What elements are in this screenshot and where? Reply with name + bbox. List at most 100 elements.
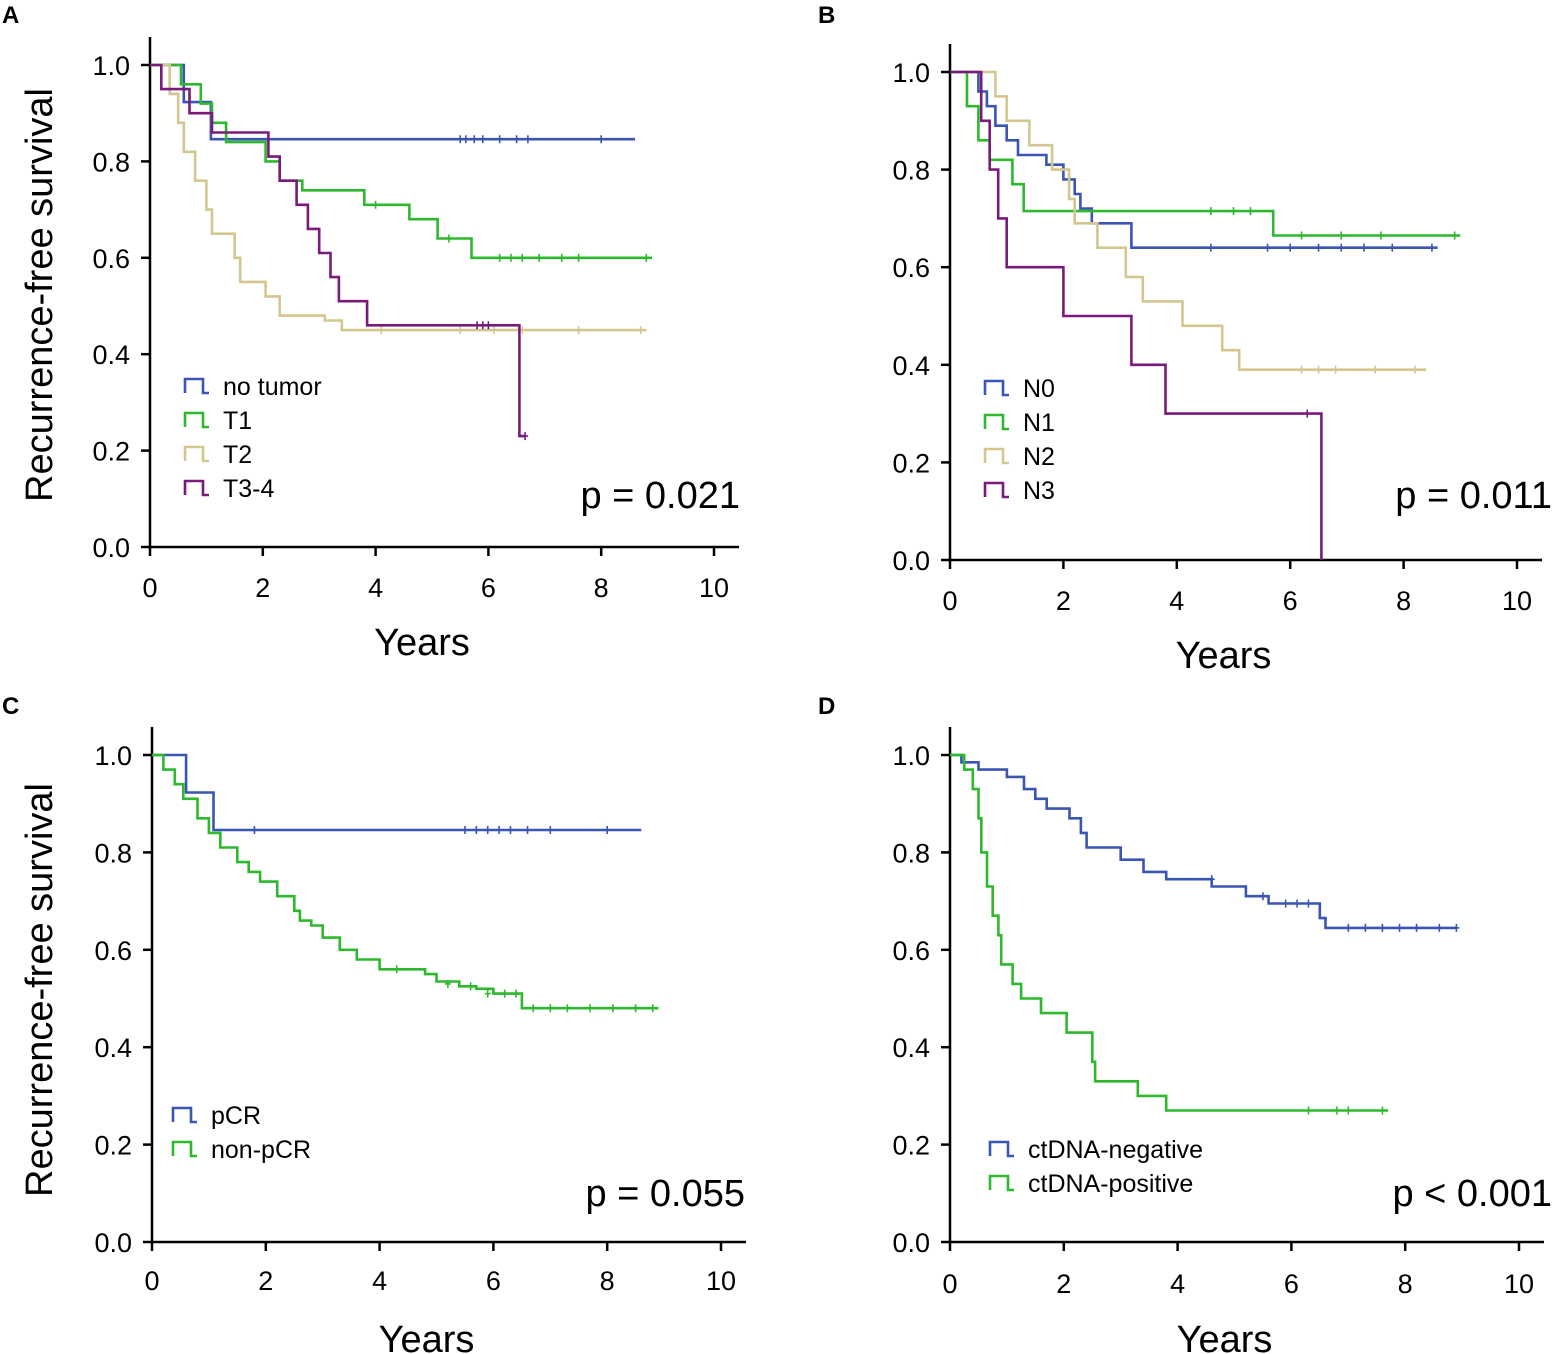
x-tick-label: 4 — [1169, 586, 1184, 616]
panel-letter: B — [818, 2, 835, 29]
km-curve-pcr — [152, 753, 642, 832]
x-axis-title: Years — [1176, 635, 1272, 677]
km-curve-n0 — [950, 70, 1438, 249]
y-tick-label: 0.8 — [892, 156, 930, 186]
y-tick-label: 0.2 — [892, 448, 930, 478]
y-axis-title: Recurrence-free survival — [19, 88, 61, 502]
y-tick-label: 0.0 — [92, 533, 130, 563]
y-axis-title: Recurrence-free survival — [19, 783, 61, 1197]
x-tick-label: 4 — [368, 573, 383, 603]
y-tick-label: 0.4 — [892, 351, 930, 381]
legend-label: T1 — [223, 407, 252, 435]
y-tick-label: 0.6 — [94, 936, 132, 966]
legend-label: pCR — [211, 1102, 261, 1130]
panel-c: C 0.0 0.2 0.4 0.6 0.8 1.0 0 2 4 6 8 10 Years Recurrenc… — [2, 693, 746, 1354]
x-tick-label: 8 — [1398, 1269, 1413, 1299]
legend-label: non-pCR — [211, 1136, 311, 1164]
y-tick-label: 1.0 — [94, 741, 132, 771]
legend-label: T2 — [223, 441, 252, 469]
y-tick-label: 1.0 — [92, 51, 130, 81]
x-tick-label: 2 — [1056, 1269, 1071, 1299]
x-tick-label: 6 — [481, 573, 496, 603]
km-curve-t1 — [150, 63, 652, 260]
p-value: p = 0.021 — [580, 475, 740, 517]
y-tick-label: 0.6 — [892, 936, 930, 966]
x-tick-label: 10 — [1502, 586, 1532, 616]
x-tick-label: 0 — [942, 586, 957, 616]
x-tick-label: 8 — [1396, 586, 1411, 616]
y-tick-label: 0.8 — [94, 838, 132, 868]
legend-swatch — [983, 379, 1009, 397]
legend-label: T3-4 — [223, 475, 275, 503]
y-tick-label: 0.2 — [94, 1131, 132, 1161]
legend-swatch — [983, 481, 1009, 499]
legend-label: N2 — [1023, 443, 1055, 471]
x-tick-label: 4 — [372, 1266, 387, 1296]
y-tick-label: 1.0 — [892, 741, 930, 771]
y-tick-label: 0.8 — [92, 147, 130, 177]
km-curve-no-tumor — [150, 63, 635, 141]
km-curve-non-pcr — [152, 753, 659, 1010]
legend-swatch — [183, 411, 209, 429]
panel-b: B 0.0 0.2 0.4 0.6 0.8 1.0 0 2 4 6 8 10 Years N0 N1 N2 N3 p… — [818, 2, 1552, 677]
p-value: p < 0.001 — [1392, 1173, 1552, 1215]
x-tick-label: 10 — [706, 1266, 736, 1296]
y-tick-label: 0.6 — [892, 253, 930, 283]
km-curve-n2 — [950, 70, 1427, 371]
x-tick-label: 0 — [142, 573, 157, 603]
panel-letter: D — [818, 693, 835, 720]
y-tick-label: 0.6 — [92, 244, 130, 274]
legend-label: no tumor — [223, 373, 322, 401]
x-tick-label: 6 — [1284, 1269, 1299, 1299]
x-tick-label: 2 — [1056, 586, 1071, 616]
y-tick-label: 0.4 — [892, 1033, 930, 1063]
legend-swatch — [171, 1106, 197, 1124]
km-curve-t3-4 — [150, 63, 526, 438]
y-tick-label: 0.8 — [892, 838, 930, 868]
x-tick-label: 8 — [600, 1266, 615, 1296]
y-tick-label: 0.2 — [92, 437, 130, 467]
legend-swatch — [983, 447, 1009, 465]
legend-label: ctDNA-positive — [1028, 1170, 1193, 1198]
x-tick-label: 0 — [144, 1266, 159, 1296]
legend-label: N1 — [1023, 409, 1055, 437]
km-curve-n3 — [950, 70, 1323, 560]
legend-swatch — [988, 1174, 1014, 1192]
km-curve-ctdna-negative — [950, 753, 1457, 930]
x-axis-title: Years — [379, 1319, 475, 1354]
panel-letter: A — [2, 2, 19, 29]
legend-swatch — [183, 377, 209, 395]
legend-label: N0 — [1023, 375, 1055, 403]
panel-letter: C — [2, 693, 19, 720]
legend-swatch — [988, 1140, 1014, 1158]
x-tick-label: 6 — [1283, 586, 1298, 616]
y-tick-label: 1.0 — [892, 58, 930, 88]
x-axis-title: Years — [374, 622, 470, 664]
panel-a: A 0.0 0.2 0.4 0.6 0.8 1.0 0 2 4 6 8 10 Years Recurrenc… — [2, 2, 740, 664]
legend-label: N3 — [1023, 477, 1055, 505]
panel-d: D 0.0 0.2 0.4 0.6 0.8 1.0 0 2 4 6 8 10 Years ctDNA-neg… — [818, 693, 1552, 1354]
x-tick-label: 10 — [1504, 1269, 1534, 1299]
x-tick-label: 4 — [1170, 1269, 1185, 1299]
x-tick-label: 6 — [486, 1266, 501, 1296]
x-axis-title: Years — [1177, 1319, 1273, 1354]
x-tick-label: 2 — [255, 573, 270, 603]
legend-label: ctDNA-negative — [1028, 1136, 1203, 1164]
km-curve-ctdna-positive — [950, 753, 1389, 1112]
p-value: p = 0.055 — [585, 1173, 745, 1215]
x-tick-label: 0 — [942, 1269, 957, 1299]
y-tick-label: 0.4 — [94, 1033, 132, 1063]
x-tick-label: 8 — [594, 573, 609, 603]
p-value: p = 0.011 — [1395, 475, 1552, 517]
legend-swatch — [183, 445, 209, 463]
legend-swatch — [171, 1140, 197, 1158]
y-tick-label: 0.0 — [892, 1228, 930, 1258]
km-curve-t2 — [150, 63, 647, 332]
legend-swatch — [983, 413, 1009, 431]
y-tick-label: 0.2 — [892, 1131, 930, 1161]
legend-swatch — [183, 479, 209, 497]
y-tick-label: 0.0 — [94, 1228, 132, 1258]
y-tick-label: 0.4 — [92, 340, 130, 370]
y-tick-label: 0.0 — [892, 546, 930, 576]
